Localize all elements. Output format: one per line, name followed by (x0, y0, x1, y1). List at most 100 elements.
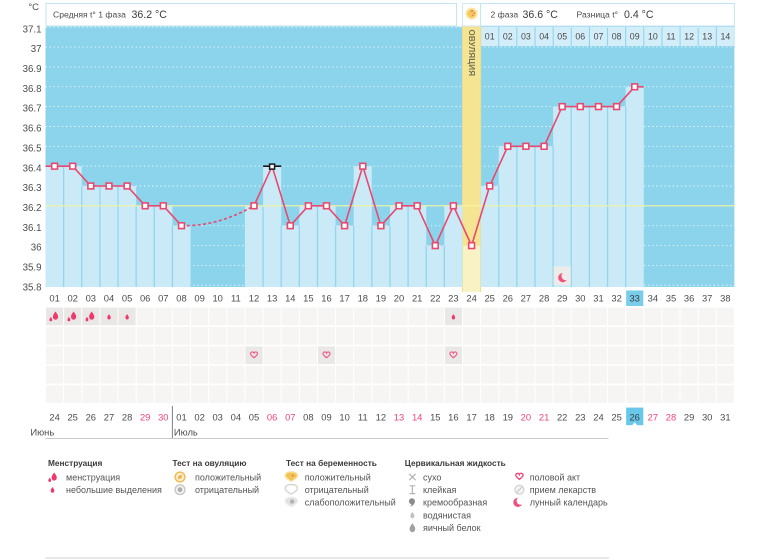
svg-text:36: 36 (684, 292, 694, 303)
svg-text:31: 31 (720, 411, 730, 422)
svg-text:2 фаза: 2 фаза (491, 10, 519, 20)
svg-text:13: 13 (394, 411, 404, 422)
svg-text:10: 10 (339, 411, 349, 422)
svg-text:16: 16 (321, 292, 331, 303)
svg-text:37: 37 (702, 292, 712, 303)
svg-text:03: 03 (212, 411, 222, 422)
svg-text:01: 01 (485, 32, 495, 42)
svg-text:36.9: 36.9 (23, 64, 42, 75)
svg-text:Менструация: Менструация (48, 458, 102, 468)
svg-text:35.9: 35.9 (23, 263, 42, 274)
svg-text:03: 03 (86, 292, 96, 303)
svg-text:36: 36 (31, 243, 42, 254)
svg-text:09: 09 (194, 292, 204, 303)
svg-text:менструация: менструация (66, 472, 120, 482)
svg-text:слабоположительный: слабоположительный (305, 498, 396, 508)
svg-text:сухо: сухо (423, 472, 441, 482)
svg-text:17: 17 (466, 411, 476, 422)
svg-text:15: 15 (430, 411, 440, 422)
svg-text:21: 21 (412, 292, 422, 303)
svg-text:37.1: 37.1 (23, 24, 42, 35)
svg-text:37: 37 (31, 44, 42, 55)
svg-text:02: 02 (67, 292, 77, 303)
svg-text:Тест на беременность: Тест на беременность (286, 458, 377, 468)
svg-text:01: 01 (49, 292, 59, 303)
svg-text:положительный: положительный (305, 472, 371, 482)
svg-text:22: 22 (557, 411, 567, 422)
svg-text:24: 24 (49, 411, 59, 422)
svg-text:14: 14 (721, 32, 731, 42)
svg-text:21: 21 (539, 411, 549, 422)
svg-text:07: 07 (158, 292, 168, 303)
svg-text:14: 14 (412, 411, 422, 422)
svg-text:°C: °C (28, 2, 39, 13)
svg-text:36.7: 36.7 (23, 104, 42, 115)
svg-text:23: 23 (448, 292, 458, 303)
svg-text:24: 24 (593, 411, 603, 422)
svg-text:36.6: 36.6 (23, 124, 42, 135)
svg-text:08: 08 (176, 292, 186, 303)
svg-text:кремообразная: кремообразная (423, 498, 487, 508)
svg-text:лунный календарь: лунный календарь (530, 498, 608, 508)
svg-text:36.4: 36.4 (23, 163, 42, 174)
svg-text:Цервикальная жидкость: Цервикальная жидкость (405, 458, 506, 468)
svg-text:03: 03 (521, 32, 531, 42)
svg-text:25: 25 (67, 411, 77, 422)
svg-text:06: 06 (140, 292, 150, 303)
svg-text:водянистая: водянистая (423, 510, 471, 520)
svg-text:12: 12 (249, 292, 259, 303)
svg-text:32: 32 (611, 292, 621, 303)
svg-text:14: 14 (285, 292, 295, 303)
svg-text:09: 09 (630, 32, 640, 42)
svg-text:26: 26 (629, 411, 639, 422)
svg-text:10: 10 (648, 32, 658, 42)
svg-text:06: 06 (267, 411, 277, 422)
svg-text:18: 18 (484, 411, 494, 422)
svg-text:01: 01 (176, 411, 186, 422)
svg-text:05: 05 (557, 32, 567, 42)
svg-text:24: 24 (466, 292, 476, 303)
svg-text:12: 12 (376, 411, 386, 422)
svg-text:прием лекарств: прием лекарств (530, 485, 597, 495)
svg-text:22: 22 (430, 292, 440, 303)
svg-text:36.6 °C: 36.6 °C (523, 9, 559, 21)
svg-text:29: 29 (557, 292, 567, 303)
svg-text:23: 23 (575, 411, 585, 422)
svg-text:яичный белок: яичный белок (423, 523, 481, 533)
svg-text:36.5: 36.5 (23, 143, 42, 154)
svg-text:18: 18 (358, 292, 368, 303)
svg-text:07: 07 (285, 411, 295, 422)
svg-text:11: 11 (231, 292, 241, 303)
svg-text:29: 29 (684, 411, 694, 422)
svg-text:11: 11 (666, 32, 675, 42)
svg-text:Разница t°: Разница t° (577, 10, 619, 20)
svg-text:Июнь: Июнь (30, 426, 54, 437)
svg-text:04: 04 (104, 292, 114, 303)
svg-text:16: 16 (448, 411, 458, 422)
svg-text:35: 35 (666, 292, 676, 303)
svg-text:ОВУЛЯЦИЯ: ОВУЛЯЦИЯ (467, 30, 476, 77)
svg-text:33: 33 (629, 292, 639, 303)
svg-text:07: 07 (594, 32, 604, 42)
svg-text:30: 30 (158, 411, 168, 422)
svg-text:36.2: 36.2 (23, 203, 42, 214)
svg-text:положительный: положительный (195, 472, 261, 482)
svg-text:02: 02 (194, 411, 204, 422)
svg-text:02: 02 (503, 32, 513, 42)
svg-text:29: 29 (140, 411, 150, 422)
svg-text:27: 27 (521, 292, 531, 303)
svg-text:половой акт: половой акт (530, 472, 580, 482)
svg-text:36.1: 36.1 (23, 223, 42, 234)
svg-text:36.8: 36.8 (23, 84, 42, 95)
svg-text:26: 26 (86, 411, 96, 422)
svg-text:10: 10 (212, 292, 222, 303)
svg-text:Тест на овуляцию: Тест на овуляцию (173, 458, 247, 468)
svg-text:05: 05 (249, 411, 259, 422)
svg-text:27: 27 (104, 411, 114, 422)
svg-text:Июль: Июль (174, 426, 198, 437)
svg-text:08: 08 (612, 32, 622, 42)
svg-text:06: 06 (575, 32, 585, 42)
svg-text:04: 04 (231, 411, 241, 422)
svg-text:клейкая: клейкая (423, 485, 456, 495)
svg-text:11: 11 (358, 411, 368, 422)
